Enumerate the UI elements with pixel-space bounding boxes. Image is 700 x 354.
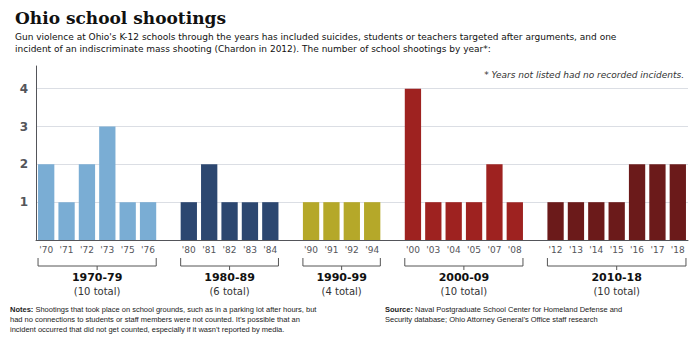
svg-text:4: 4 bbox=[20, 82, 28, 96]
svg-text:Notes:: Notes: bbox=[10, 305, 33, 314]
svg-text:Gun violence at Ohio's K-12 sc: Gun violence at Ohio's K-12 schools thro… bbox=[15, 32, 617, 42]
svg-text:'90: '90 bbox=[304, 245, 318, 255]
svg-text:'00: '00 bbox=[406, 245, 420, 255]
svg-text:Security database; Ohio Attorn: Security database; Ohio Attorney General… bbox=[385, 315, 598, 324]
svg-text:'08: '08 bbox=[508, 245, 522, 255]
svg-text:'05: '05 bbox=[467, 245, 481, 255]
svg-text:2: 2 bbox=[20, 157, 28, 171]
svg-text:2000-09: 2000-09 bbox=[439, 271, 490, 284]
svg-text:'81: '81 bbox=[202, 245, 216, 255]
svg-text:'70: '70 bbox=[39, 245, 53, 255]
svg-text:1970-79: 1970-79 bbox=[72, 271, 123, 284]
svg-text:'17: '17 bbox=[650, 245, 664, 255]
svg-text:'15: '15 bbox=[610, 245, 624, 255]
svg-text:incident occurred that did not: incident occurred that did not get count… bbox=[10, 325, 284, 334]
svg-text:'76: '76 bbox=[141, 245, 155, 255]
svg-text:'83: '83 bbox=[243, 245, 257, 255]
svg-text:'73: '73 bbox=[100, 245, 114, 255]
svg-text:3: 3 bbox=[20, 120, 28, 134]
svg-text:'84: '84 bbox=[263, 245, 277, 255]
svg-text:1: 1 bbox=[20, 195, 28, 209]
svg-text:'91: '91 bbox=[324, 245, 338, 255]
svg-text:(4 total): (4 total) bbox=[322, 286, 362, 297]
svg-text:'82: '82 bbox=[223, 245, 237, 255]
svg-text:Naval Postgraduate School Cent: Naval Postgraduate School Center for Hom… bbox=[413, 305, 622, 314]
svg-text:1990-99: 1990-99 bbox=[316, 271, 367, 284]
svg-text:'07: '07 bbox=[487, 245, 501, 255]
svg-text:1980-89: 1980-89 bbox=[204, 271, 255, 284]
svg-text:Source:: Source: bbox=[385, 305, 413, 314]
svg-text:* Years not listed had no reco: * Years not listed had no recorded incid… bbox=[484, 70, 684, 80]
svg-text:(10 total): (10 total) bbox=[74, 286, 121, 297]
svg-text:(10 total): (10 total) bbox=[441, 286, 488, 297]
svg-text:'80: '80 bbox=[182, 245, 196, 255]
svg-text:had no connections to students: had no connections to students or staff … bbox=[10, 315, 300, 324]
svg-text:'12: '12 bbox=[549, 245, 563, 255]
svg-text:(10 total): (10 total) bbox=[593, 286, 640, 297]
svg-text:'92: '92 bbox=[345, 245, 359, 255]
svg-text:'03: '03 bbox=[426, 245, 440, 255]
svg-text:'72: '72 bbox=[80, 245, 94, 255]
svg-text:'18: '18 bbox=[671, 245, 685, 255]
svg-text:incident of an indiscriminate: incident of an indiscriminate mass shoot… bbox=[15, 44, 491, 54]
svg-text:Ohio school shootings: Ohio school shootings bbox=[15, 8, 226, 28]
svg-text:'04: '04 bbox=[447, 245, 461, 255]
svg-text:2010-18: 2010-18 bbox=[591, 271, 642, 284]
svg-text:'13: '13 bbox=[569, 245, 583, 255]
svg-text:'71: '71 bbox=[60, 245, 74, 255]
svg-text:Shootings that took place on s: Shootings that took place on school grou… bbox=[33, 305, 317, 314]
svg-text:'94: '94 bbox=[365, 245, 379, 255]
svg-text:(6 total): (6 total) bbox=[209, 286, 249, 297]
svg-text:'14: '14 bbox=[589, 245, 603, 255]
svg-text:'16: '16 bbox=[630, 245, 644, 255]
svg-text:'75: '75 bbox=[121, 245, 135, 255]
